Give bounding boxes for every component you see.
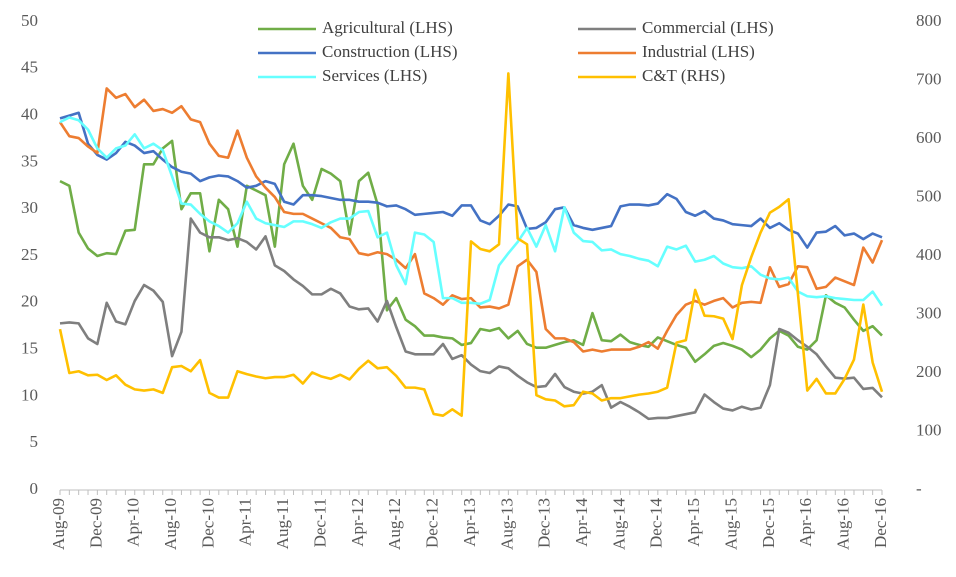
y-tick-label: 50: [21, 11, 38, 30]
y-tick-label: 10: [21, 385, 38, 404]
x-tick-label: Apr-16: [796, 498, 815, 547]
y-tick-label: 0: [30, 479, 39, 498]
x-tick-label: Aug-15: [721, 498, 740, 550]
x-tick-label: Aug-10: [161, 498, 180, 550]
y2-tick-label: 800: [916, 11, 942, 30]
y2-tick-label: -: [916, 479, 922, 498]
x-tick-label: Dec-12: [423, 498, 442, 548]
x-tick-label: Aug-13: [497, 498, 516, 550]
x-tick-label: Dec-16: [871, 498, 890, 548]
x-tick-label: Apr-13: [460, 498, 479, 547]
legend-label: Industrial (LHS): [642, 42, 755, 61]
legend-label: Construction (LHS): [322, 42, 458, 61]
y2-tick-label: 500: [916, 186, 942, 205]
x-tick-label: Aug-11: [273, 498, 292, 549]
legend-label: Commercial (LHS): [642, 18, 774, 37]
x-tick-label: Aug-09: [49, 498, 68, 550]
x-tick-label: Apr-14: [572, 498, 591, 547]
series-line: [59, 217, 883, 421]
y2-tick-label: 300: [916, 303, 942, 322]
x-tick-label: Aug-14: [609, 498, 628, 550]
legend-label: Agricultural (LHS): [322, 18, 453, 37]
y2-tick-label: 400: [916, 245, 942, 264]
y-tick-label: 45: [21, 58, 38, 77]
y-tick-label: 15: [21, 339, 38, 358]
x-tick-label: Dec-11: [310, 498, 329, 547]
y-tick-label: 40: [21, 105, 38, 124]
legend-label: C&T (RHS): [642, 66, 725, 85]
y-tick-label: 25: [21, 245, 38, 264]
x-tick-label: Aug-12: [385, 498, 404, 550]
y-tick-label: 30: [21, 198, 38, 217]
x-tick-label: Apr-12: [348, 498, 367, 547]
x-tick-label: Apr-11: [236, 498, 255, 546]
series-line: [59, 139, 883, 364]
series-line: [59, 111, 883, 249]
series-line: [58, 87, 884, 353]
x-tick-label: Dec-09: [86, 498, 105, 548]
series-line: [58, 72, 884, 417]
y2-tick-label: 200: [916, 362, 942, 381]
x-tick-label: Apr-15: [684, 498, 703, 547]
y2-tick-label: 700: [916, 69, 942, 88]
x-tick-label: Dec-10: [198, 498, 217, 548]
legend-label: Services (LHS): [322, 66, 427, 85]
x-tick-label: Apr-10: [124, 498, 143, 547]
y2-tick-label: 100: [916, 420, 942, 439]
y2-tick-label: 600: [916, 128, 942, 147]
y-tick-label: 35: [21, 151, 38, 170]
x-tick-label: Dec-13: [535, 498, 554, 548]
series-line: [59, 116, 884, 307]
y-tick-label: 5: [30, 432, 39, 451]
x-tick-label: Dec-15: [759, 498, 778, 548]
x-tick-label: Aug-16: [834, 498, 853, 550]
y-tick-label: 20: [21, 292, 38, 311]
x-tick-label: Dec-14: [647, 498, 666, 549]
